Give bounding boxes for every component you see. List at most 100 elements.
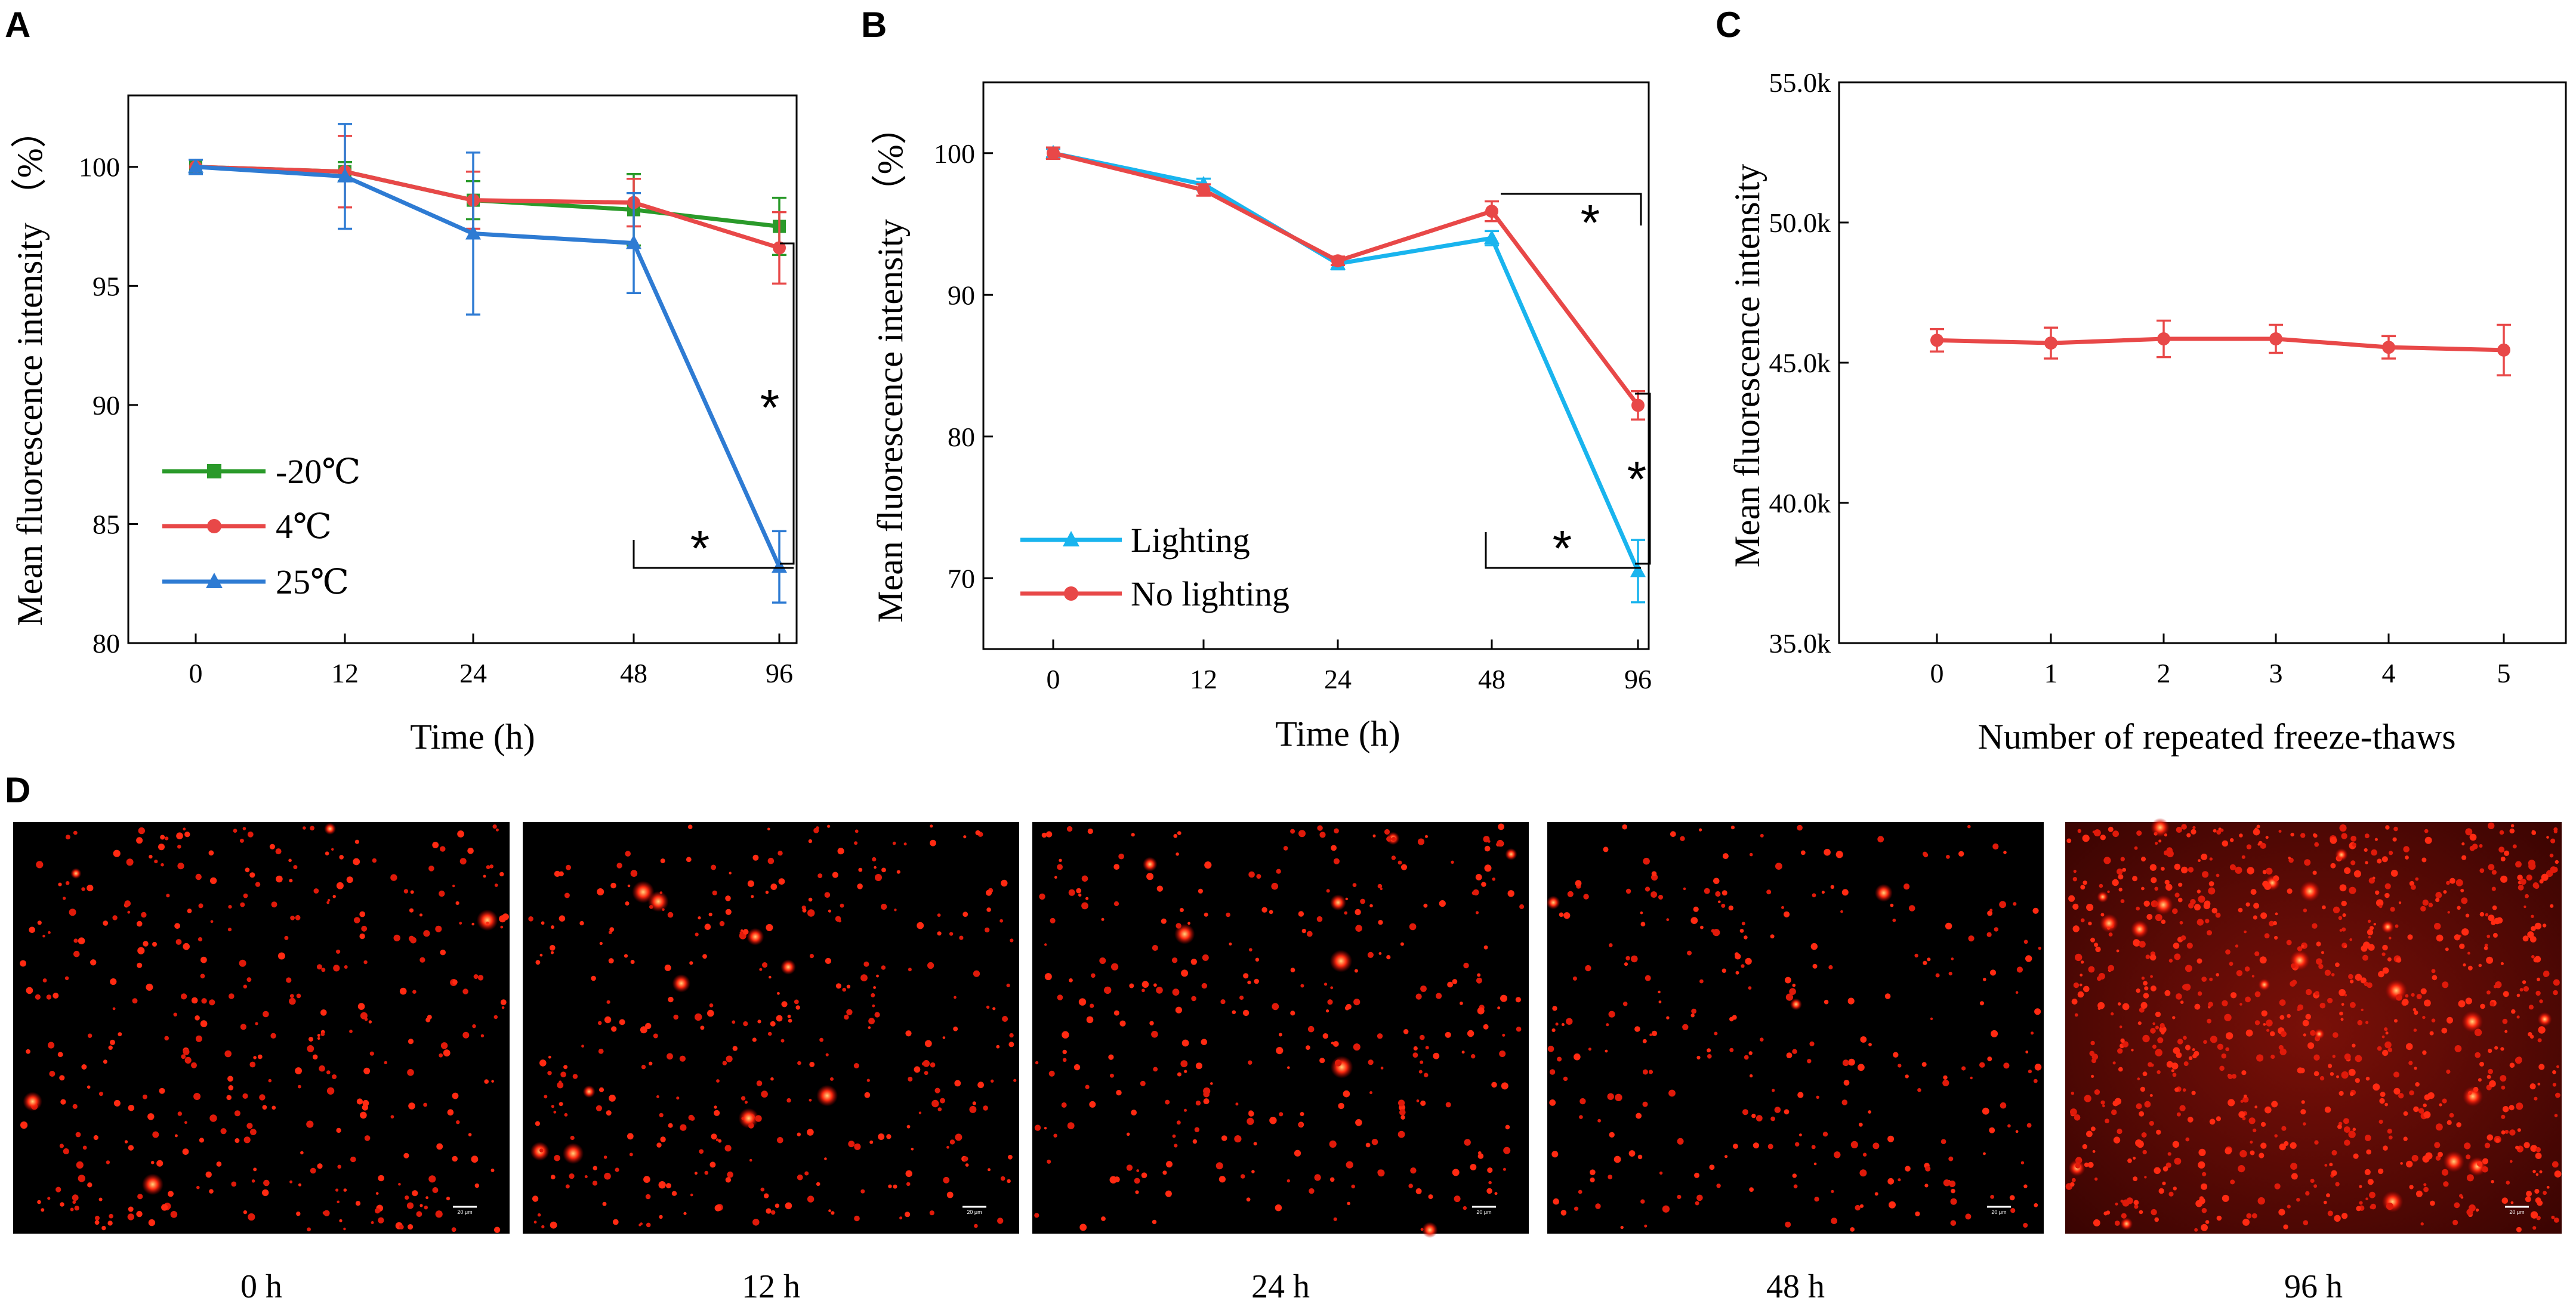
fluorescent-particle (842, 987, 846, 992)
fluorescent-particle (653, 1033, 658, 1039)
fluorescent-particle (2279, 1015, 2285, 1020)
fluorescent-particle (1131, 1110, 1137, 1116)
fluorescent-particle (1377, 1033, 1383, 1039)
fluorescent-particle (2176, 826, 2182, 833)
fluorescent-particle (1640, 922, 1646, 926)
fluorescent-particle (2264, 882, 2272, 890)
fluorescent-particle (1377, 883, 1383, 889)
fluorescent-particle (777, 991, 780, 995)
fluorescent-particle (1034, 1213, 1039, 1218)
fluorescent-particle (2038, 947, 2041, 950)
fluorescent-particle (289, 879, 293, 883)
fluorescent-particle (2318, 963, 2324, 969)
fluorescent-particle (1153, 983, 1157, 987)
fluorescent-particle (2378, 971, 2384, 978)
fluorescent-particle (1420, 985, 1427, 992)
fluorescent-particle (2393, 1087, 2401, 1095)
fluorescent-particle (931, 1099, 939, 1108)
fluorescent-particle (149, 854, 153, 859)
fluorescent-particle (2307, 1042, 2315, 1049)
fluorescent-particle (1152, 1219, 1157, 1225)
fluorescent-particle (2224, 1014, 2232, 1022)
fluorescent-particle (2161, 867, 2165, 871)
fluorescent-particle (2434, 923, 2441, 930)
fluorescent-particle (20, 1121, 28, 1129)
fluorescent-particle (2070, 1182, 2075, 1187)
fluorescent-particle (609, 1095, 616, 1102)
fluorescent-particle (312, 1054, 318, 1060)
fluorescent-particle (275, 848, 282, 855)
fluorescent-particle (2266, 867, 2273, 875)
fluorescent-particle (2414, 1010, 2418, 1015)
fluorescent-particle (1053, 1133, 1057, 1138)
fluorescent-particle (2467, 1157, 2487, 1176)
fluorescent-particle (227, 1076, 233, 1082)
fluorescent-particle (616, 863, 622, 869)
fluorescent-particle (1713, 929, 1720, 937)
fluorescent-particle (2384, 1041, 2392, 1049)
fluorescent-particle (2273, 875, 2279, 882)
fluorescent-particle (87, 1085, 91, 1089)
fluorescent-particle (1283, 846, 1288, 851)
fluorescent-particle (1484, 864, 1492, 872)
fluorescent-particle (780, 1039, 785, 1043)
fluorescent-particle (2488, 914, 2495, 922)
fluorescent-particle (2378, 904, 2383, 909)
fluorescent-particle (2537, 1038, 2542, 1043)
fluorescent-particle (1175, 1006, 1182, 1014)
fluorescent-particle (1760, 833, 1764, 838)
fluorescent-particle (2332, 1055, 2336, 1058)
fluorescent-particle (541, 1225, 545, 1229)
fluorescent-particle (2136, 988, 2140, 993)
fluorescent-particle (2431, 969, 2436, 974)
fluorescent-particle (2253, 915, 2257, 920)
fluorescent-particle (2120, 1217, 2133, 1231)
fluorescent-particle (2516, 1015, 2520, 1019)
x-tick-label: 24 (459, 658, 487, 688)
fluorescent-particle (759, 968, 763, 971)
fluorescent-particle (2469, 833, 2477, 841)
fluorescent-particle (2155, 1011, 2161, 1018)
fluorescent-particle (101, 1225, 106, 1231)
fluorescent-particle (2264, 933, 2270, 939)
fluorescent-particle (2181, 824, 2187, 830)
fluorescent-particle (2118, 874, 2124, 880)
fluorescent-particle (1989, 1127, 1995, 1133)
fluorescent-particle (1658, 1000, 1662, 1003)
fluorescent-particle (1923, 960, 1927, 965)
fluorescent-particle (161, 1204, 168, 1211)
fluorescent-particle (602, 1201, 607, 1206)
fluorescent-particle (566, 864, 571, 870)
fluorescent-particle (65, 835, 70, 840)
fluorescent-particle (2310, 1178, 2315, 1184)
fluorescent-particle (73, 830, 78, 835)
fluorescent-particle (1766, 889, 1772, 895)
fluorescent-particle (486, 865, 490, 869)
fluorescent-particle (1329, 1177, 1335, 1182)
fluorescent-particle (2411, 993, 2415, 997)
fluorescent-particle (1560, 1210, 1567, 1216)
fluorescent-particle (608, 958, 614, 964)
fluorescent-particle (2111, 1109, 2117, 1116)
fluorescent-particle (1690, 1014, 1695, 1018)
fluorescent-particle (462, 1031, 470, 1039)
fluorescent-particle (1877, 836, 1884, 843)
fluorescent-particle (2405, 994, 2409, 998)
fluorescent-particle (766, 1208, 772, 1214)
fluorescent-particle (2176, 993, 2182, 1000)
fluorescent-particle (550, 1221, 557, 1229)
fluorescent-particle (715, 1138, 719, 1142)
fluorescent-particle (908, 968, 912, 972)
fluorescent-particle (2393, 826, 2398, 832)
fluorescent-particle (243, 893, 248, 898)
fluorescent-particle (2384, 892, 2390, 898)
fluorescent-particle (905, 1030, 912, 1037)
fluorescent-particle (62, 897, 66, 900)
fluorescent-particle (1369, 904, 1373, 908)
fluorescent-particle (2384, 1027, 2388, 1031)
fluorescent-particle (2196, 958, 2202, 964)
fluorescent-particle (443, 1049, 451, 1056)
fluorescent-particle (2423, 1183, 2427, 1187)
fluorescent-particle (2185, 965, 2192, 972)
